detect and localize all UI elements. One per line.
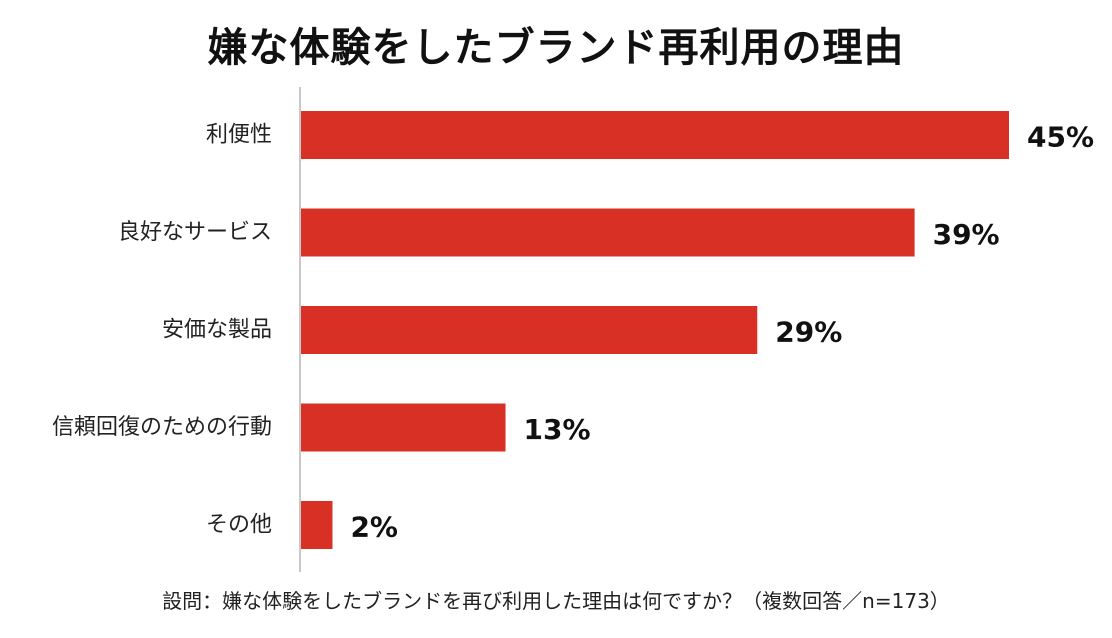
category-label: その他 — [206, 513, 272, 538]
value-label: 45% — [1027, 121, 1094, 154]
bar — [301, 403, 506, 452]
bar — [301, 501, 333, 549]
value-label: 29% — [775, 316, 842, 349]
bar — [301, 306, 758, 354]
category-label: 安価な製品 — [162, 318, 272, 343]
category-label: 利便性 — [206, 123, 272, 148]
value-label: 13% — [524, 413, 591, 446]
survey-footnote: 設問：嫌な体験をしたブランドを再び利用した理由は何ですか？（複数回答／n=173… — [162, 589, 950, 613]
bar — [301, 208, 915, 257]
chart-title: 嫌な体験をしたブランド再利用の理由 — [207, 25, 905, 71]
category-label: 信頼回復のための行動 — [52, 415, 272, 440]
value-label: 2% — [350, 511, 398, 544]
category-label: 良好なサービス — [118, 220, 272, 245]
value-label: 39% — [933, 218, 1000, 251]
bar — [301, 111, 1009, 159]
bars-group: 利便性 45% 良好なサービス 39% 安価な製品 29% 信頼回復のための行動 13% その他… — [52, 111, 1094, 549]
